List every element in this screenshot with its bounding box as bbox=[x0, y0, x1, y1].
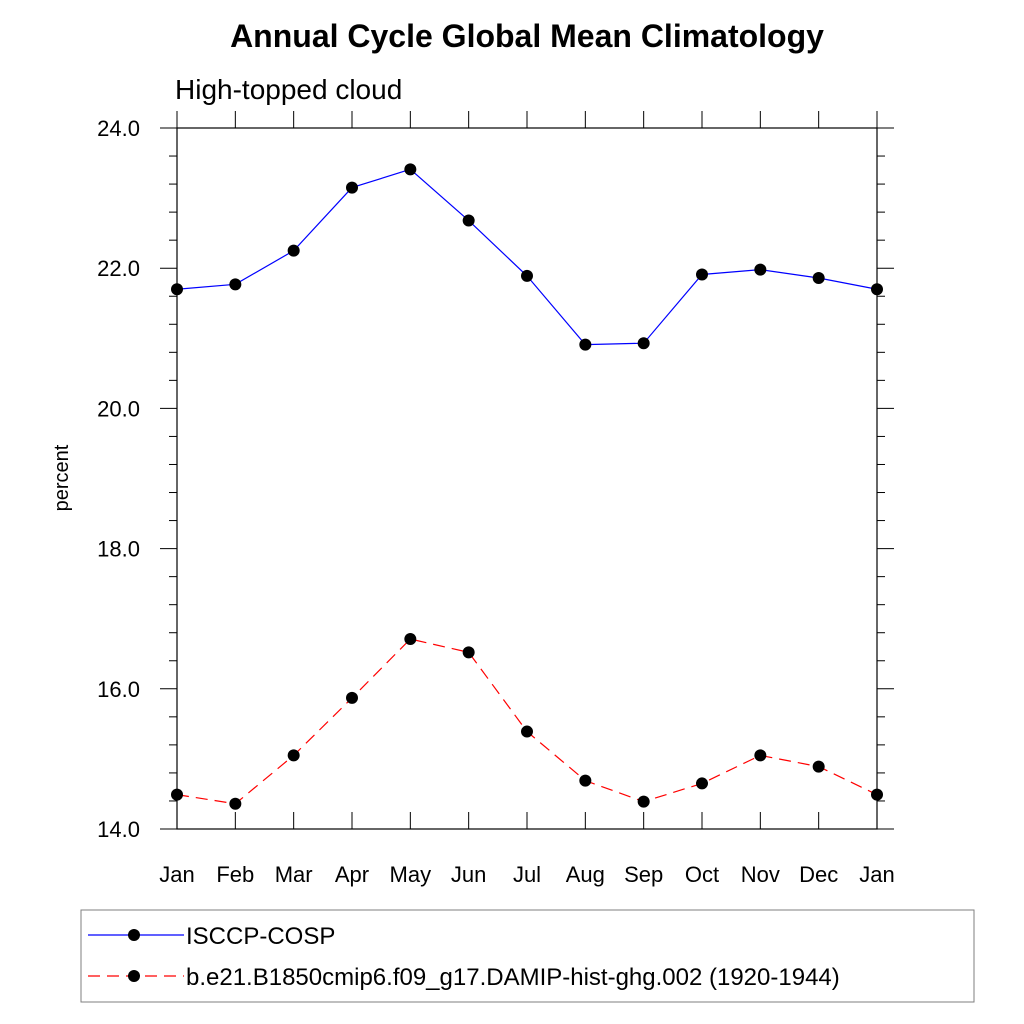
series-2-point bbox=[346, 691, 358, 704]
legend-box bbox=[80, 909, 975, 1003]
series-1 bbox=[171, 163, 883, 351]
x-tick-label: Jul bbox=[513, 862, 541, 887]
series-1-point bbox=[171, 283, 183, 296]
series-2-point bbox=[171, 788, 183, 801]
series-2-point bbox=[579, 774, 592, 787]
series-2-point bbox=[812, 760, 825, 773]
series-2-point bbox=[696, 777, 708, 790]
x-tick-label: Dec bbox=[799, 862, 838, 887]
series-1-point bbox=[462, 214, 475, 227]
legend-label-1: ISCCP-COSP bbox=[186, 923, 335, 950]
series-2-point bbox=[462, 646, 475, 659]
series-1-point bbox=[696, 268, 708, 281]
series-1-point bbox=[521, 269, 533, 282]
chart-subtitle: High-topped cloud bbox=[175, 74, 402, 105]
series-2 bbox=[171, 633, 883, 810]
plot-area bbox=[171, 163, 883, 810]
legend-label-2: b.e21.B1850cmip6.f09_g17.DAMIP-hist-ghg.… bbox=[186, 964, 840, 991]
x-tick-label: Apr bbox=[335, 862, 369, 887]
y-tick-label: 22.0 bbox=[97, 256, 140, 281]
series-1-point bbox=[812, 272, 825, 285]
y-tick-label: 14.0 bbox=[97, 817, 140, 842]
series-1-point bbox=[346, 181, 358, 194]
x-tick-label: Oct bbox=[685, 862, 719, 887]
series-2-line bbox=[176, 638, 878, 805]
series-2-point bbox=[754, 749, 767, 762]
x-tick-label: May bbox=[390, 862, 432, 887]
series-1-point bbox=[579, 338, 592, 351]
series-2-point bbox=[229, 797, 242, 810]
x-tick-label: Nov bbox=[741, 862, 780, 887]
x-tick-label: Jan bbox=[859, 862, 894, 887]
series-1-point bbox=[404, 163, 417, 176]
x-tick-label: Jan bbox=[159, 862, 194, 887]
series-1-point bbox=[287, 244, 300, 257]
y-tick-label: 16.0 bbox=[97, 677, 140, 702]
x-tick-label: Jun bbox=[451, 862, 486, 887]
series-2-point bbox=[521, 725, 533, 738]
axes: Jan Feb Mar Apr May Jun Jul Aug Sep Oct Nov Dec Jan 1… bbox=[97, 111, 895, 887]
series-2-point bbox=[871, 788, 883, 801]
series-1-point bbox=[229, 278, 242, 291]
series-1-point bbox=[871, 283, 883, 296]
y-tick-label: 24.0 bbox=[97, 116, 140, 141]
y-tick-label: 20.0 bbox=[97, 396, 140, 421]
x-tick-label: Aug bbox=[566, 862, 605, 887]
series-2-point bbox=[637, 795, 650, 808]
x-tick-label: Sep bbox=[624, 862, 663, 887]
plot-frame bbox=[176, 127, 878, 830]
series-2-point bbox=[404, 633, 417, 646]
chart-title: Annual Cycle Global Mean Climatology bbox=[230, 18, 824, 54]
y-tick-label: 18.0 bbox=[97, 537, 140, 562]
legend: ISCCP-COSP b.e21.B1850cmip6.f09_g17.DAMIP… bbox=[80, 909, 975, 1003]
legend-marker-2 bbox=[128, 970, 140, 982]
y-axis-title: percent bbox=[51, 444, 73, 511]
series-1-line bbox=[176, 168, 878, 346]
x-tick-label: Mar bbox=[275, 862, 313, 887]
series-2-point bbox=[287, 749, 300, 762]
legend-marker-1 bbox=[128, 929, 140, 941]
series-1-point bbox=[637, 337, 650, 350]
x-tick-label: Feb bbox=[216, 862, 254, 887]
series-1-point bbox=[754, 263, 767, 276]
